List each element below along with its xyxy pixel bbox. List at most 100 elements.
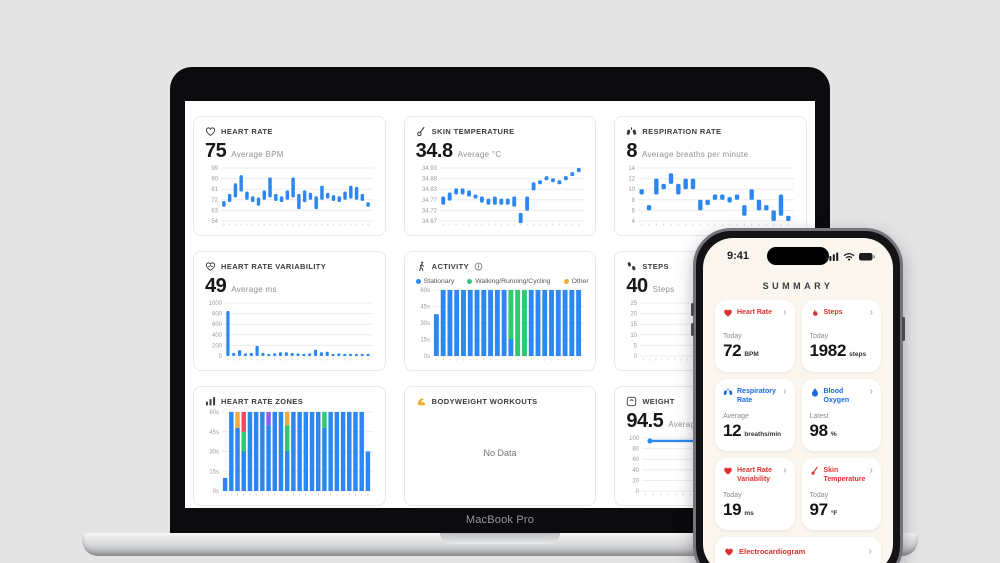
chevron-right-icon: › [869, 465, 873, 476]
svg-text:600: 600 [212, 322, 223, 328]
svg-text:34.72: 34.72 [422, 208, 438, 214]
svg-text:5: 5 [634, 343, 638, 349]
chevron-right-icon: › [783, 465, 787, 476]
cellular-signal-icon [826, 252, 839, 261]
phone-card-electrocardiogram[interactable]: Electrocardiogram › [715, 537, 881, 563]
chevron-right-icon: › [869, 386, 873, 397]
card-value: 97 [809, 500, 829, 520]
card-meta: Average [723, 413, 749, 421]
legend-other: Other [571, 278, 589, 285]
svg-text:72: 72 [211, 198, 218, 204]
phone-card-steps[interactable]: Steps › Today 1982 steps [801, 300, 881, 372]
svg-text:34.83: 34.83 [422, 187, 438, 193]
chevron-right-icon: › [783, 386, 787, 397]
status-icons [826, 252, 875, 261]
walking-dot [467, 279, 473, 284]
hrv-unit: Average ms [231, 285, 277, 294]
svg-text:10: 10 [629, 187, 636, 193]
card-title: HEART RATE VARIABILITY [221, 262, 327, 271]
other-dot [563, 279, 569, 284]
svg-text:0s: 0s [213, 489, 219, 495]
status-time: 9:41 [727, 250, 750, 262]
skin-temperature-value: 34.8 [415, 140, 453, 162]
steps-value: 40 [626, 275, 648, 297]
info-icon[interactable] [474, 262, 483, 271]
card-title: BODYWEIGHT WORKOUTS [431, 397, 538, 406]
svg-text:34.67: 34.67 [422, 219, 438, 225]
macbook-lid-notch [440, 533, 560, 544]
svg-text:400: 400 [212, 333, 223, 339]
svg-text:200: 200 [212, 343, 223, 349]
volume-down-button[interactable] [691, 323, 694, 336]
heart-icon [725, 548, 733, 556]
card-title: ACTIVITY [431, 262, 470, 271]
card-heart-rate-zones: HEART RATE ZONES 60s 45s 30s 15s 0s [193, 386, 386, 506]
svg-text:10: 10 [631, 333, 638, 339]
card-title: RESPIRATION RATE [642, 127, 722, 136]
skin-temperature-chart: 34.93 34.88 34.83 34.77 34.72 34.67 [416, 165, 585, 228]
svg-text:90: 90 [211, 177, 218, 183]
card-label: Respiratory Rate [737, 388, 776, 405]
oxygen-drop-icon [811, 388, 818, 397]
phone-card-blood-oxygen[interactable]: Blood Oxygen › Latest 98% [801, 379, 881, 451]
card-value: 12 [723, 421, 742, 441]
bar-chart-icon [205, 397, 216, 406]
heart-icon [724, 309, 732, 317]
svg-text:80: 80 [633, 447, 640, 453]
svg-text:25: 25 [631, 301, 638, 307]
card-title: SKIN TEMPERATURE [431, 127, 515, 136]
heart-rate-zones-chart: 60s 45s 30s 15s 0s [205, 409, 374, 498]
scale-icon [627, 396, 637, 407]
svg-text:12: 12 [629, 177, 636, 183]
heart-rate-unit: Average BPM [231, 150, 284, 159]
iphone-screen: 9:41 SUMMARY Heart Rate › Today 72 BPM [703, 238, 893, 563]
dynamic-island [767, 247, 829, 265]
svg-text:99: 99 [211, 166, 218, 172]
phone-card-heart-rate-variability[interactable]: Heart Rate Variability › Today 19 ms [715, 458, 795, 530]
hrv-chart: 1000 800 600 400 200 0 [205, 300, 374, 363]
phone-card-respiratory-rate[interactable]: Respiratory Rate › Average 12 breaths/min [715, 379, 795, 451]
heart-icon [205, 127, 216, 137]
card-value: 19 [723, 500, 742, 520]
volume-up-button[interactable] [691, 303, 694, 316]
svg-text:34.88: 34.88 [422, 177, 438, 183]
activity-chart: 60s 45s 30s 15s 0s [416, 287, 585, 363]
phone-card-heart-rate[interactable]: Heart Rate › Today 72 BPM [715, 300, 795, 372]
svg-text:60: 60 [633, 457, 640, 463]
steps-unit: Steps [652, 285, 675, 294]
svg-text:100: 100 [629, 436, 640, 442]
phone-card-skin-temperature[interactable]: Skin Temperature › Today 97 °F [801, 458, 881, 530]
card-meta: Latest [809, 413, 829, 421]
svg-text:45s: 45s [420, 305, 430, 311]
walking-person-icon [418, 261, 424, 272]
svg-text:45s: 45s [209, 430, 219, 436]
svg-text:40: 40 [633, 468, 640, 474]
lungs-icon [723, 388, 733, 395]
svg-text:8: 8 [632, 198, 636, 204]
card-meta: Today [809, 492, 829, 500]
card-value: 72 [723, 341, 742, 360]
card-unit: % [830, 431, 837, 439]
card-respiration-rate: RESPIRATION RATE 8 Average breaths per m… [614, 116, 807, 236]
power-button[interactable] [902, 317, 905, 341]
heart-icon [724, 467, 732, 475]
respiration-rate-chart: 14 12 10 8 6 4 [626, 165, 795, 228]
chevron-right-icon: › [869, 307, 873, 318]
svg-text:4: 4 [632, 219, 636, 225]
svg-text:30s: 30s [420, 321, 430, 327]
summary-cards: Heart Rate › Today 72 BPM Steps › Today 1… [715, 300, 881, 563]
svg-text:0: 0 [634, 354, 638, 360]
stationary-dot [415, 279, 421, 284]
macbook-label: MacBook Pro [465, 514, 535, 526]
chevron-right-icon: › [868, 546, 872, 557]
card-unit: breaths/min [744, 431, 782, 439]
card-label: Steps [823, 309, 843, 316]
svg-text:0: 0 [636, 489, 640, 495]
card-title: HEART RATE ZONES [221, 397, 304, 406]
heart-variability-icon [205, 262, 216, 272]
lungs-icon [627, 127, 637, 135]
legend-walking: Walking/Running/Cycling [475, 278, 551, 285]
svg-text:81: 81 [211, 187, 218, 193]
battery-icon [859, 252, 875, 260]
